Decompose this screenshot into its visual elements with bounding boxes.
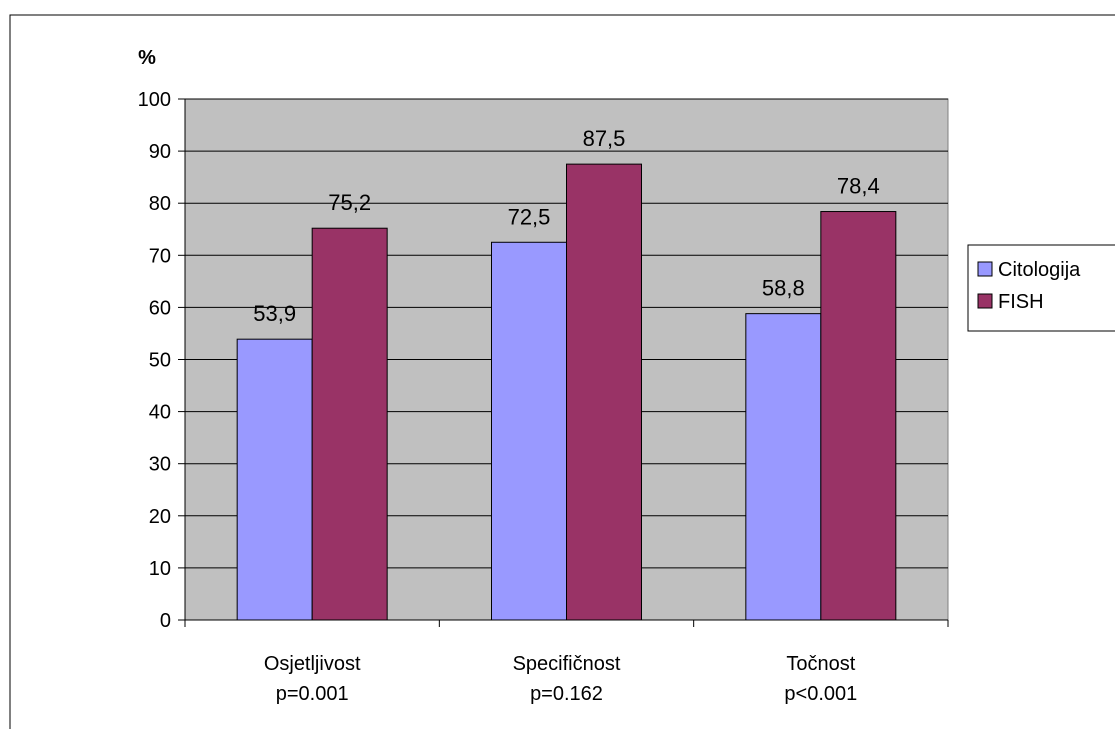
- bar-fish-3: [820, 211, 897, 621]
- bar-fish-2: [566, 163, 642, 621]
- y-tick-label: 40: [149, 402, 171, 424]
- x-category-label: Osjetljivost: [264, 653, 361, 675]
- legend-swatch-fish: [977, 293, 993, 309]
- bar-citologija-1: [236, 338, 313, 621]
- data-label: 72,5: [508, 204, 551, 229]
- x-category-pvalue: p=0.001: [276, 683, 349, 705]
- data-label: 58,8: [762, 276, 805, 301]
- y-tick-label: 10: [149, 558, 171, 580]
- axes: [178, 98, 949, 627]
- legend: Citologija FISH: [967, 244, 1115, 332]
- x-category-pvalue: p=0.162: [530, 683, 603, 705]
- data-label: 75,2: [328, 190, 371, 215]
- x-category-pvalue: p<0.001: [784, 683, 857, 705]
- bar-citologija-2: [491, 241, 567, 621]
- y-tick-label: 60: [149, 297, 171, 319]
- y-tick-label: 70: [149, 245, 171, 267]
- y-tick-label: 0: [160, 610, 171, 632]
- bars: [236, 163, 897, 621]
- x-category-label: Točnost: [786, 653, 855, 675]
- y-axis-unit-label: %: [138, 47, 156, 69]
- legend-label: FISH: [998, 291, 1044, 313]
- y-tick-label: 30: [149, 454, 171, 476]
- data-label: 53,9: [253, 301, 296, 326]
- y-tick-label: 100: [138, 89, 171, 111]
- bar-fish-1: [311, 227, 388, 621]
- y-tick-label: 20: [149, 506, 171, 528]
- y-tick-label: 80: [149, 193, 171, 215]
- bar-citologija-3: [745, 313, 822, 621]
- y-tick-label: 90: [149, 141, 171, 163]
- labels: 0 10 20 30 40 50 60 70 80 90 100 53,9 75,2 Osjetljivo…: [138, 89, 880, 705]
- legend-box: [967, 244, 1115, 332]
- data-label: 78,4: [837, 174, 880, 199]
- data-label: 87,5: [583, 126, 626, 151]
- y-tick-label: 50: [149, 350, 171, 372]
- legend-swatch-citologija: [977, 261, 993, 277]
- x-category-label: Specifičnost: [513, 653, 621, 675]
- legend-label: Citologija: [998, 259, 1081, 281]
